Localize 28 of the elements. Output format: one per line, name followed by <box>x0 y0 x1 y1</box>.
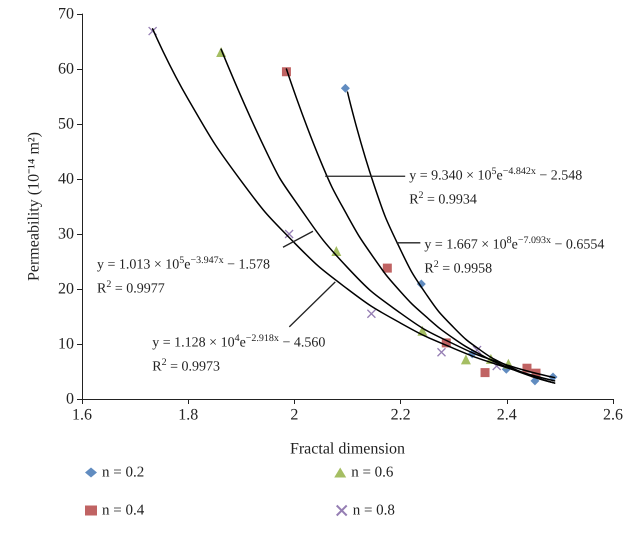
annotation: y = 9.340 × 10$^{5}$e$^{−4.842x}$ − 2.548 <box>408 165 584 186</box>
annotation: R$^{2}$ = 0.9934 <box>408 189 478 210</box>
annotation: R$^{2}$ = 0.9977 <box>96 278 166 299</box>
x-tick-label: 2 <box>290 406 298 424</box>
y-tick-label: 30 <box>58 226 74 242</box>
x-tick-label: 1.8 <box>178 406 198 424</box>
legend-label: n = 0.4 <box>102 502 145 518</box>
legend-label: n = 0.6 <box>351 464 394 480</box>
y-tick-label: 70 <box>58 6 74 22</box>
x-tick-label: 2.6 <box>603 406 623 424</box>
y-tick-label: 20 <box>58 280 74 298</box>
y-tick-label: 0 <box>66 390 74 408</box>
y-tick-label: 10 <box>58 336 74 352</box>
x-tick-label: 2.2 <box>390 406 411 424</box>
y-tick-label: 50 <box>58 116 74 132</box>
annotation: y = 1.013 × 10$^{5}$e$^{−3.947x}$ − 1.578 <box>96 254 272 275</box>
x-axis-title: Fractal dimension <box>290 440 406 458</box>
legend-label: n = 0.8 <box>352 502 395 518</box>
annotation: y = 1.128 × 10$^{4}$e$^{−2.918x}$ − 4.560 <box>151 332 326 352</box>
y-tick-label: 60 <box>58 60 74 78</box>
annotation: R$^{2}$ = 0.9958 <box>423 258 494 278</box>
annotation: R$^{2}$ = 0.9973 <box>151 356 222 376</box>
legend-label: n = 0.2 <box>102 464 144 480</box>
x-tick-label: 2.4 <box>496 406 517 424</box>
x-tick-label: 1.6 <box>72 406 92 424</box>
y-tick-label: 40 <box>58 170 74 188</box>
annotation: y = 1.667 × 10$^{8}$e$^{−7.093x}$ − 0.6554 <box>423 234 606 254</box>
y-axis-title: Permeability (10⁻¹⁴ m²) <box>26 132 42 282</box>
